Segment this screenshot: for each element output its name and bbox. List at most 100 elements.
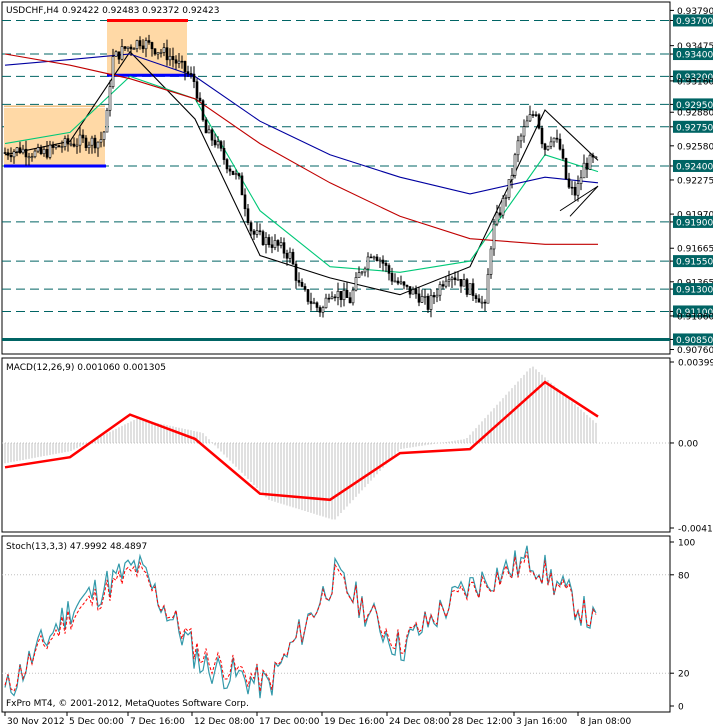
candle-body xyxy=(465,279,469,295)
candle-body xyxy=(555,137,559,140)
candle-body xyxy=(396,280,400,284)
candle-body xyxy=(591,154,595,158)
candle-body xyxy=(300,282,304,287)
candle-body xyxy=(261,231,265,246)
price-tick-label: 0.91060 xyxy=(677,312,713,322)
candle-body xyxy=(312,302,316,305)
candle-body xyxy=(93,137,97,149)
candle-body xyxy=(240,175,244,196)
ohlc-readout: 0.92422 0.92483 0.92372 0.92423 xyxy=(62,6,219,16)
candle-body xyxy=(126,46,130,49)
candle-body xyxy=(168,55,172,61)
candle-body xyxy=(474,295,478,299)
candle-body xyxy=(111,56,115,87)
candle-body xyxy=(594,156,598,159)
candle-body xyxy=(183,61,187,72)
candle-body xyxy=(285,252,289,259)
candle-body xyxy=(540,127,544,145)
candle-body xyxy=(150,42,154,50)
price-level-tag xyxy=(673,120,713,133)
candle-body xyxy=(504,197,508,199)
candle-body xyxy=(495,212,499,225)
candle-body xyxy=(273,240,277,248)
candle-body xyxy=(501,198,505,216)
candle-body xyxy=(351,289,355,304)
candle-body xyxy=(54,145,58,148)
candle-body xyxy=(582,162,586,179)
candle-body xyxy=(252,230,256,235)
candle-body xyxy=(369,256,373,259)
candle-body xyxy=(243,194,247,210)
candle-body xyxy=(477,298,481,303)
candle-body xyxy=(216,141,220,146)
candle-body xyxy=(99,139,103,143)
candle-body xyxy=(48,144,52,158)
candle-body xyxy=(267,237,271,246)
time-tick-label: 24 Dec 08:00 xyxy=(389,717,450,727)
candle-body xyxy=(519,135,523,142)
candle-body xyxy=(456,278,460,281)
candle-body xyxy=(402,281,406,286)
macd-tick-label: 0.00 xyxy=(678,439,698,449)
macd-label: MACD(12,26,9) 0.001060 0.001305 xyxy=(6,363,166,373)
candle-body xyxy=(69,143,73,146)
ma-red-line[interactable] xyxy=(4,53,598,245)
candle-body xyxy=(270,244,274,248)
candle-body xyxy=(195,81,199,99)
candle-body xyxy=(318,307,322,313)
candle-body xyxy=(279,242,283,246)
candle-body xyxy=(522,126,526,137)
candle-body xyxy=(447,279,451,282)
candle-body xyxy=(132,48,136,50)
macd-signal-line xyxy=(4,380,599,502)
price-level-label: 0.91100 xyxy=(676,308,713,318)
candle-body xyxy=(105,109,109,133)
price-tick-label: 0.93160 xyxy=(677,77,713,87)
candle-body xyxy=(120,46,124,60)
ma-green-line[interactable] xyxy=(4,75,599,273)
candle-body xyxy=(96,141,100,149)
candle-body xyxy=(486,274,490,304)
candle-body xyxy=(297,280,301,283)
candle-body xyxy=(198,97,202,101)
price-level-tag xyxy=(673,215,713,228)
candle-body xyxy=(180,60,184,63)
candle-body xyxy=(393,280,397,283)
candle-body xyxy=(381,259,385,264)
candle-body xyxy=(219,141,223,149)
time-tick-label: 17 Dec 00:00 xyxy=(259,717,320,727)
macd-panel[interactable]: 0.00399 0.00 -0.00419 MACD(12,26,9) 0.0010… xyxy=(1,357,713,535)
price-level-tag xyxy=(673,159,713,172)
candle-body xyxy=(423,295,427,298)
candle-body xyxy=(72,143,76,147)
price-level-tag xyxy=(673,98,713,111)
candle-body xyxy=(135,40,139,49)
ma-blue-line[interactable] xyxy=(4,53,599,195)
candle-body xyxy=(492,223,496,250)
stochastic-label: Stoch(13,3,3) 47.9992 48.4897 xyxy=(6,542,147,552)
stochastic-panel[interactable]: 100 80 20 0 Stoch(13,3,3) 47.9992 48.4897 F… xyxy=(1,535,695,713)
candle-body xyxy=(438,284,442,296)
candle-body xyxy=(516,140,520,156)
candle-body xyxy=(204,119,208,134)
candle-body xyxy=(27,156,31,159)
candle-body xyxy=(309,301,313,304)
candle-body xyxy=(444,280,448,287)
candle-body xyxy=(21,148,25,154)
candle-body xyxy=(9,155,13,158)
candle-body xyxy=(336,290,340,298)
time-tick-label: 7 Dec 16:00 xyxy=(130,717,185,727)
candle-body xyxy=(306,289,310,302)
stoch-tick-label: 80 xyxy=(678,571,690,581)
candle-body xyxy=(156,52,160,55)
candle-body xyxy=(561,148,565,159)
candle-body xyxy=(84,137,88,149)
candle-body xyxy=(399,281,403,284)
time-tick-label: 5 Dec 00:00 xyxy=(69,717,124,727)
candle-body xyxy=(315,302,319,308)
candle-body xyxy=(213,139,217,146)
range-box-left[interactable] xyxy=(4,107,105,166)
